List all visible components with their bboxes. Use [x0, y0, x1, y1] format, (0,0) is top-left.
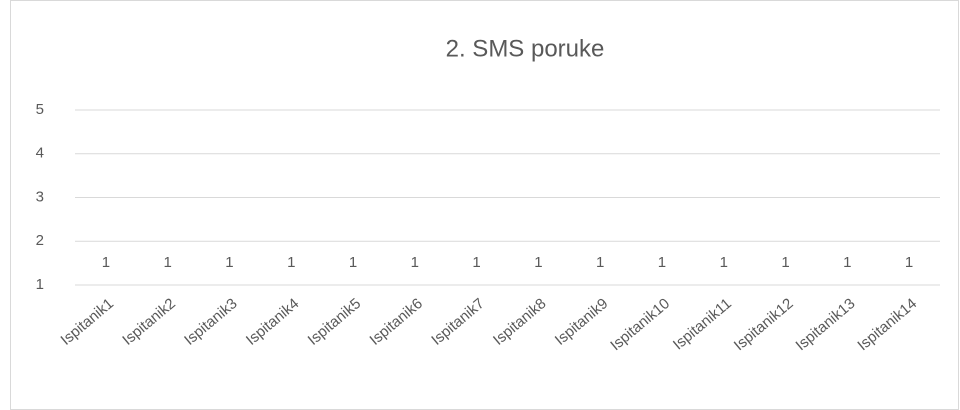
data-label: 1 [411, 254, 419, 271]
data-label: 1 [843, 254, 851, 271]
data-label: 1 [164, 254, 172, 271]
y-tick-label: 3 [36, 188, 44, 205]
data-label: 1 [720, 254, 728, 271]
y-tick-label: 2 [36, 232, 44, 249]
data-label: 1 [658, 254, 666, 271]
data-label: 1 [472, 254, 480, 271]
data-label: 1 [225, 254, 233, 271]
y-tick-label: 1 [36, 276, 44, 293]
chart-title: 2. SMS poruke [446, 35, 605, 62]
y-tick-label: 5 [36, 101, 44, 118]
data-label: 1 [102, 254, 110, 271]
data-label: 1 [287, 254, 295, 271]
data-label: 1 [596, 254, 604, 271]
data-label: 1 [905, 254, 913, 271]
data-label: 1 [349, 254, 357, 271]
data-label: 1 [534, 254, 542, 271]
y-tick-label: 4 [36, 145, 44, 162]
data-label: 1 [781, 254, 789, 271]
chart-frame [10, 0, 959, 410]
